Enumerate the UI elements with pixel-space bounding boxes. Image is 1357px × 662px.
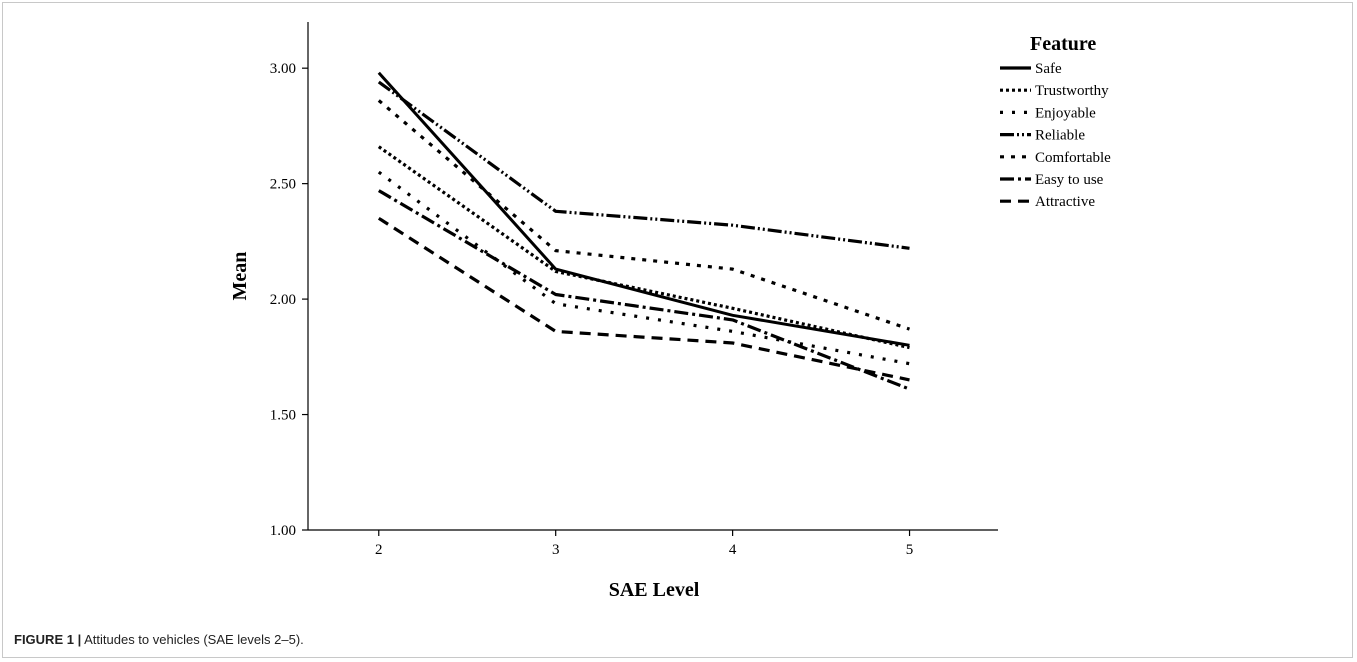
legend-label: Safe (1035, 61, 1062, 77)
figure-caption: FIGURE 1 | Attitudes to vehicles (SAE le… (14, 632, 304, 647)
series-line-comfortable (377, 99, 911, 331)
series-line-easy-to-use (377, 189, 911, 391)
x-axis-title: SAE Level (609, 579, 700, 601)
legend-label: Enjoyable (1035, 105, 1096, 121)
y-tick-label: 2.00 (270, 292, 296, 308)
legend-label: Reliable (1035, 128, 1085, 144)
legend-label: Easy to use (1035, 172, 1104, 188)
y-tick-label: 3.00 (270, 61, 296, 77)
caption-text: Attitudes to vehicles (SAE levels 2–5). (84, 632, 304, 647)
series-line-attractive (377, 216, 910, 382)
legend-label: Comfortable (1035, 150, 1111, 166)
series-line-reliable (377, 80, 910, 250)
x-tick-label: 5 (906, 542, 914, 558)
y-axis-title: Mean (229, 252, 251, 301)
legend-title: Feature (1030, 33, 1096, 55)
series-line-trustworthy (377, 145, 910, 350)
y-tick-label: 2.50 (270, 177, 296, 193)
legend-label: Attractive (1035, 194, 1095, 210)
x-tick-label: 2 (375, 542, 383, 558)
series-lines (377, 71, 911, 391)
x-tick-label: 3 (552, 542, 560, 558)
plot-area: 1.00 1.50 2.00 2.50 3.00 2 3 4 5 (270, 22, 998, 558)
y-tick-label: 1.50 (270, 408, 296, 424)
x-tick-label: 4 (729, 542, 737, 558)
y-tick-label: 1.00 (270, 523, 296, 539)
figure-label: FIGURE 1 | (14, 632, 82, 647)
legend: Feature Safe Trustworthy Enjoyable Reliable… (1000, 33, 1111, 210)
line-chart: 1.00 1.50 2.00 2.50 3.00 2 3 4 5 SAE Level Mean… (229, 22, 1111, 601)
x-axis-ticks: 2 3 4 5 (375, 530, 913, 558)
series-line-safe (377, 71, 910, 347)
series-line-enjoyable (377, 170, 910, 366)
y-axis-ticks: 1.00 1.50 2.00 2.50 3.00 (270, 61, 308, 539)
legend-label: Trustworthy (1035, 83, 1109, 99)
legend-items: Safe Trustworthy Enjoyable Reliable Comforta… (1000, 61, 1111, 210)
